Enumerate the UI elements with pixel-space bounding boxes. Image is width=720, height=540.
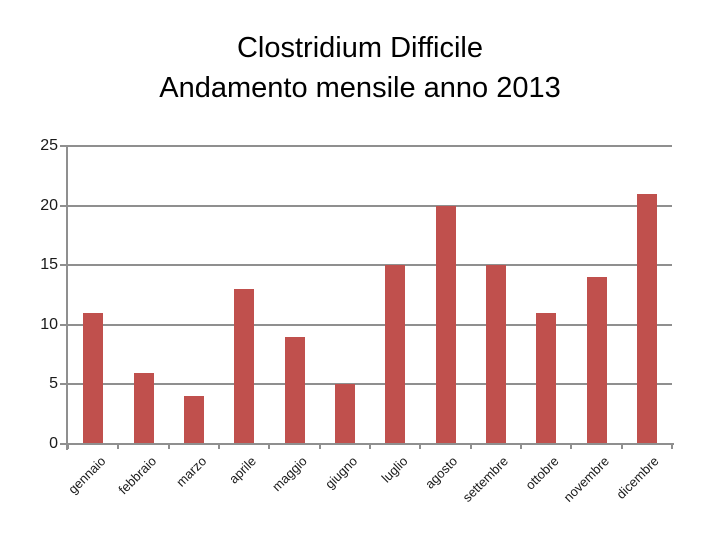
chart-title-line2: Andamento mensile anno 2013	[159, 72, 561, 104]
y-axis-label: 10	[40, 315, 58, 333]
x-axis-tick	[369, 444, 371, 449]
bar-agosto	[435, 205, 456, 444]
gridline	[68, 383, 672, 386]
x-axis-line	[66, 443, 674, 445]
bar-novembre	[586, 277, 607, 444]
x-axis-label: dicembre	[613, 453, 662, 502]
x-axis-tick	[117, 444, 120, 449]
y-axis-label: 0	[49, 435, 58, 452]
bar-dicembre	[636, 193, 657, 444]
x-axis-label: agosto	[422, 453, 461, 492]
gridline	[68, 145, 672, 147]
y-axis-label: 20	[40, 196, 58, 214]
y-axis-tick	[60, 443, 67, 445]
x-axis-tick	[67, 444, 69, 449]
y-axis-label: 15	[40, 256, 58, 274]
x-axis-tick	[318, 444, 321, 449]
x-axis-tick	[167, 444, 170, 449]
x-axis-label: gennaio	[65, 453, 109, 497]
bar-ottobre	[536, 312, 557, 444]
bar-giugno	[334, 384, 355, 444]
bar-settembre	[485, 265, 506, 444]
y-axis-tick	[60, 145, 67, 147]
chart-title-line1: Clostridium Difficile	[236, 32, 484, 64]
y-axis-tick	[60, 383, 67, 386]
bar-luglio	[385, 265, 406, 444]
gridline	[68, 264, 672, 267]
y-axis-tick	[60, 323, 67, 326]
x-axis-label: marzo	[172, 453, 209, 490]
x-axis-tick	[520, 444, 522, 449]
gridline	[68, 204, 672, 207]
y-axis-tick	[60, 204, 67, 207]
bar-aprile	[234, 289, 255, 444]
x-axis-tick	[671, 444, 673, 449]
x-axis-tick	[218, 444, 220, 449]
bar-febbraio	[133, 372, 154, 444]
x-axis-label: aprile	[226, 453, 260, 487]
y-axis-tick	[60, 264, 67, 267]
x-axis-label: luglio	[378, 453, 411, 486]
x-axis-label: febbraio	[114, 453, 159, 498]
x-axis-tick	[620, 444, 623, 449]
x-axis-tick	[268, 444, 271, 449]
y-axis-line	[66, 145, 68, 450]
x-axis-tick	[419, 444, 422, 449]
gridline	[68, 323, 672, 326]
bar-marzo	[183, 396, 204, 444]
x-axis-label: maggio	[268, 453, 310, 495]
chart-title: Clostridium Difficile Andamento mensile …	[0, 28, 720, 108]
bar-maggio	[284, 336, 305, 444]
x-axis-label: giugno	[321, 453, 360, 492]
x-axis-tick	[570, 444, 573, 449]
x-axis-tick	[469, 444, 472, 449]
x-axis-label: settembre	[459, 453, 511, 505]
x-axis-label: novembre	[560, 453, 612, 505]
y-axis-label: 5	[49, 375, 58, 393]
y-axis-label: 25	[40, 137, 58, 154]
x-axis-label: ottobre	[522, 453, 562, 493]
bar-gennaio	[83, 312, 104, 444]
